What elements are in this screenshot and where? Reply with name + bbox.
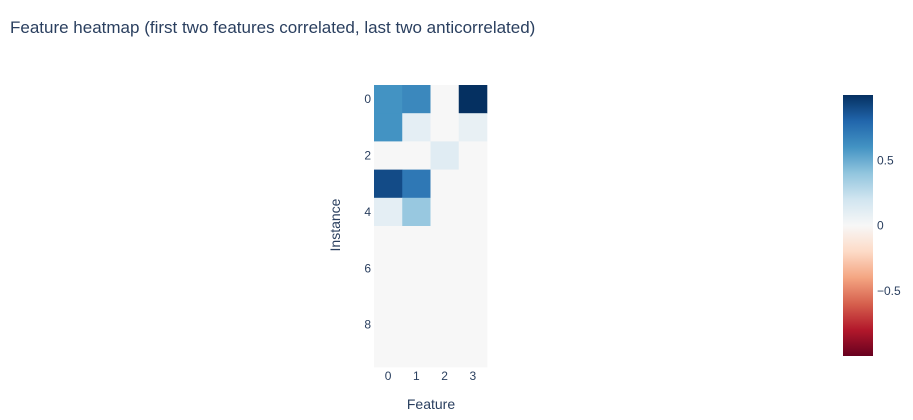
heatmap-cell <box>430 254 460 283</box>
heatmap-cell <box>374 282 403 311</box>
heatmap-cell <box>402 113 431 142</box>
heatmap-cell <box>402 226 431 255</box>
heatmap-cells <box>374 85 488 368</box>
y-tick-label: 6 <box>364 261 371 275</box>
heatmap-cell <box>374 197 403 227</box>
heatmap-cell <box>458 254 488 283</box>
heatmap-cell <box>402 169 431 199</box>
colorbar-tick-label: −0.5 <box>877 284 901 298</box>
heatmap-cell <box>430 338 460 368</box>
x-tick-label: 0 <box>385 369 392 383</box>
heatmap-cell <box>374 338 403 368</box>
heatmap-cell <box>374 113 403 142</box>
x-tick-label: 1 <box>413 369 420 383</box>
heatmap-cell <box>402 254 431 283</box>
heatmap-cell <box>458 338 488 368</box>
heatmap-cell <box>374 85 403 114</box>
y-axis-title: Instance <box>327 198 343 251</box>
x-axis-ticks: 0 1 2 3 <box>385 369 477 383</box>
y-tick-label: 8 <box>364 318 371 332</box>
y-tick-label: 2 <box>364 149 371 163</box>
heatmap-cell <box>402 141 431 170</box>
heatmap-cell <box>458 85 488 114</box>
heatmap-cell <box>430 197 460 227</box>
heatmap-cell <box>402 282 431 311</box>
heatmap-cell <box>430 310 460 340</box>
y-tick-label: 0 <box>364 92 371 106</box>
heatmap-cell <box>374 310 403 340</box>
heatmap-cell <box>430 169 460 199</box>
heatmap-cell <box>430 282 460 311</box>
heatmap-cell <box>458 169 488 199</box>
heatmap-cell <box>402 85 431 114</box>
colorbar-ticks: 0.5 0 −0.5 <box>877 153 901 298</box>
heatmap-cell <box>458 197 488 227</box>
x-axis-title: Feature <box>407 396 455 412</box>
heatmap-cell <box>458 141 488 170</box>
heatmap-cell <box>458 282 488 311</box>
heatmap-cell <box>374 254 403 283</box>
y-tick-label: 4 <box>364 205 371 219</box>
heatmap-cell <box>430 141 460 170</box>
chart-title: Feature heatmap (first two features corr… <box>10 18 535 37</box>
x-tick-label: 2 <box>441 369 448 383</box>
colorbar-tick-label: 0 <box>877 219 884 233</box>
heatmap-cell <box>430 113 460 142</box>
y-axis-ticks: 0 2 4 6 8 <box>364 92 371 332</box>
heatmap-cell <box>430 85 460 114</box>
heatmap-cell <box>402 197 431 227</box>
heatmap-cell <box>402 310 431 340</box>
heatmap-cell <box>374 226 403 255</box>
x-tick-label: 3 <box>470 369 477 383</box>
colorbar-tick-label: 0.5 <box>877 153 894 167</box>
heatmap-cell <box>458 226 488 255</box>
heatmap-cell <box>458 113 488 142</box>
heatmap-cell <box>374 141 403 170</box>
heatmap-cell <box>402 338 431 368</box>
heatmap-cell <box>458 310 488 340</box>
colorbar <box>843 95 873 356</box>
heatmap-cell <box>430 226 460 255</box>
heatmap-cell <box>374 169 403 199</box>
